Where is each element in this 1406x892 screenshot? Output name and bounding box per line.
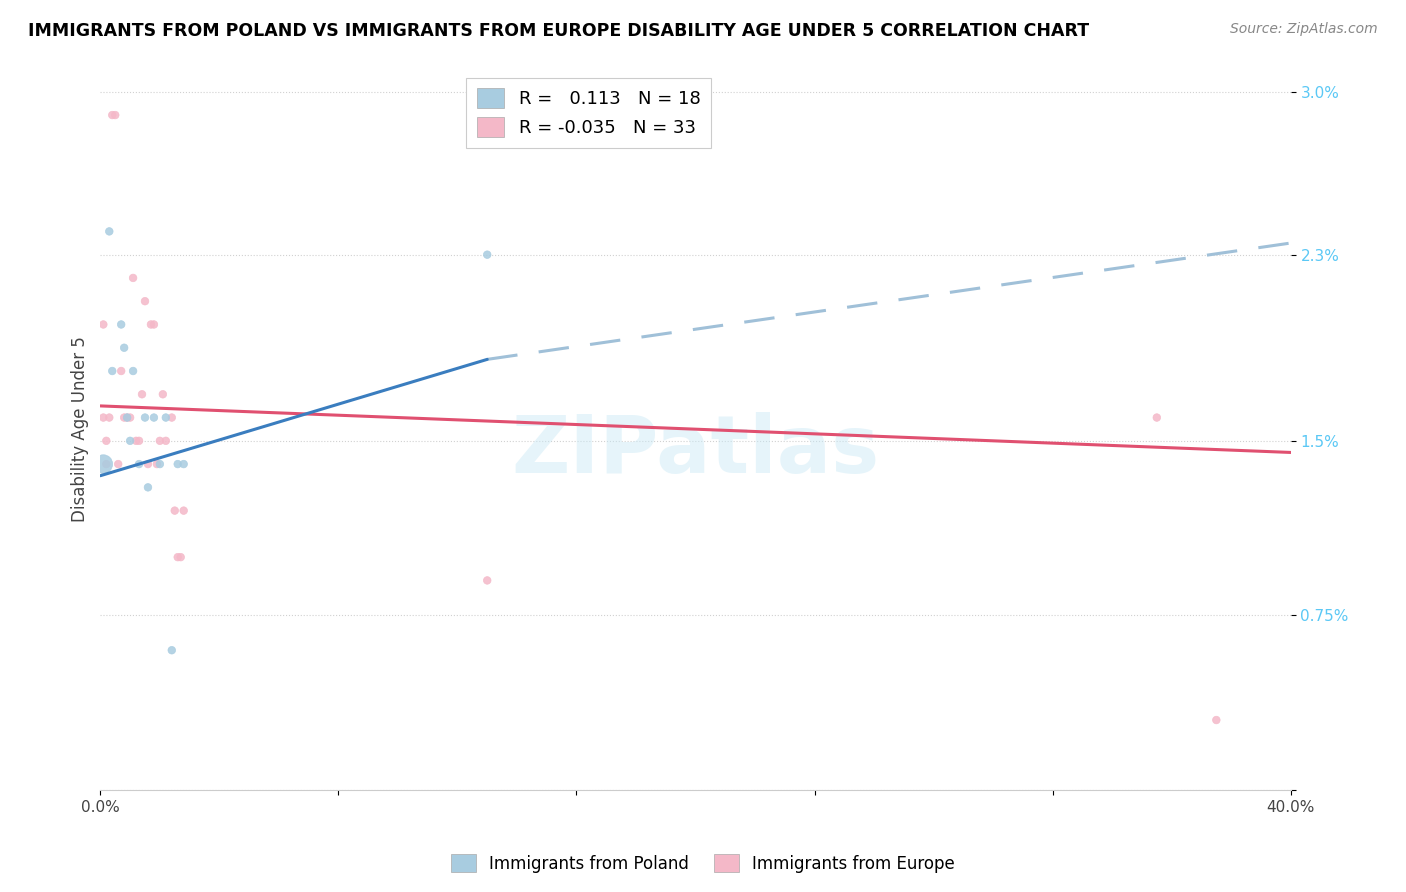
Point — [91, 318, 114, 332]
Point — [166, 550, 188, 565]
Point — [104, 108, 127, 122]
Point — [122, 364, 145, 378]
Point — [134, 410, 156, 425]
Y-axis label: Disability Age Under 5: Disability Age Under 5 — [72, 336, 89, 522]
Point — [139, 318, 162, 332]
Point — [128, 434, 150, 448]
Point — [91, 457, 114, 471]
Point — [477, 574, 499, 588]
Point — [98, 410, 121, 425]
Point — [146, 457, 169, 471]
Point — [120, 410, 142, 425]
Point — [160, 643, 183, 657]
Point — [152, 387, 174, 401]
Point — [142, 318, 165, 332]
Point — [107, 457, 129, 471]
Point — [134, 294, 156, 309]
Point — [112, 341, 135, 355]
Text: Source: ZipAtlas.com: Source: ZipAtlas.com — [1230, 22, 1378, 37]
Point — [160, 410, 183, 425]
Text: IMMIGRANTS FROM POLAND VS IMMIGRANTS FROM EUROPE DISABILITY AGE UNDER 5 CORRELAT: IMMIGRANTS FROM POLAND VS IMMIGRANTS FRO… — [28, 22, 1090, 40]
Point — [115, 410, 138, 425]
Point — [112, 410, 135, 425]
Point — [122, 271, 145, 285]
Point — [170, 550, 193, 565]
Point — [173, 457, 195, 471]
Point — [155, 434, 177, 448]
Point — [131, 387, 153, 401]
Point — [155, 410, 177, 425]
Point — [96, 434, 118, 448]
Point — [110, 318, 132, 332]
Point — [115, 410, 138, 425]
Point — [477, 248, 499, 262]
Point — [1146, 410, 1168, 425]
Point — [101, 108, 124, 122]
Point — [1205, 713, 1227, 727]
Point — [91, 410, 114, 425]
Point — [149, 434, 172, 448]
Point — [142, 410, 165, 425]
Point — [136, 457, 159, 471]
Point — [163, 503, 186, 517]
Text: ZIPatlas: ZIPatlas — [512, 412, 880, 490]
Point — [173, 503, 195, 517]
Point — [550, 108, 572, 122]
Point — [136, 480, 159, 494]
Point — [166, 457, 188, 471]
Point — [125, 434, 148, 448]
Point — [110, 364, 132, 378]
Point — [120, 434, 142, 448]
Point — [96, 457, 118, 471]
Legend: Immigrants from Poland, Immigrants from Europe: Immigrants from Poland, Immigrants from … — [444, 847, 962, 880]
Point — [128, 457, 150, 471]
Point — [101, 364, 124, 378]
Point — [98, 224, 121, 238]
Legend: R =   0.113   N = 18, R = -0.035   N = 33: R = 0.113 N = 18, R = -0.035 N = 33 — [467, 78, 711, 148]
Point — [149, 457, 172, 471]
